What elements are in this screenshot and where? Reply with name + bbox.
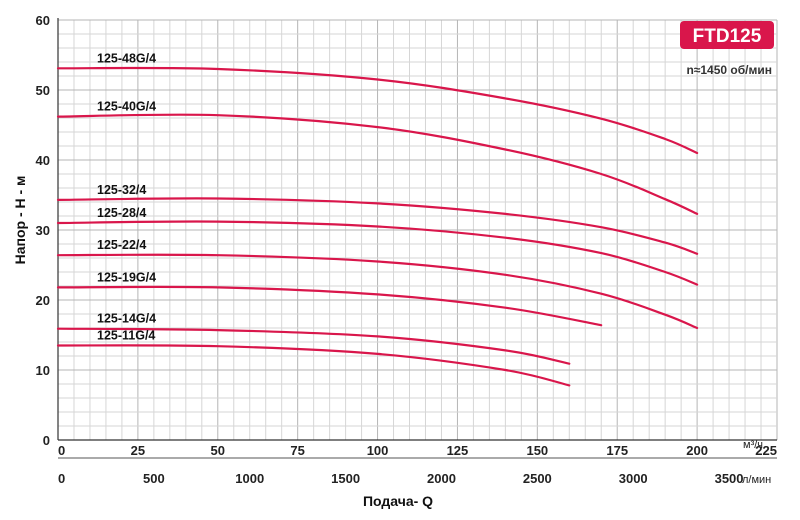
x-tick-label-primary: 0 [58, 443, 65, 458]
x-tick-label-primary: 50 [211, 443, 225, 458]
series-125-28/4: 125-28/4 [56, 206, 699, 286]
series-125-11G/4: 125-11G/4 [56, 329, 571, 387]
x-tick-label-primary: 75 [290, 443, 304, 458]
x-tick-label-primary: 125 [447, 443, 469, 458]
y-axis-title: Напор - Н - м [12, 176, 28, 265]
series-125-22/4: 125-22/4 [56, 238, 699, 330]
x-tick-label-secondary: 500 [143, 471, 165, 486]
curve-label: 125-32/4 [97, 183, 146, 197]
curve-label: 125-11G/4 [97, 329, 155, 343]
series-125-32/4: 125-32/4 [56, 183, 699, 255]
x-tick-label-primary: 200 [686, 443, 708, 458]
curve-label: 125-28/4 [97, 206, 146, 220]
curve-line [56, 344, 571, 387]
x-tick-label-secondary: 0 [58, 471, 65, 486]
y-tick-label: 40 [36, 153, 50, 168]
curves-group: 125-48G/4 125-40G/4 125-32/4 125-28/4 125-22… [56, 51, 699, 387]
curve-line [56, 253, 699, 330]
x-tick-label-secondary: 3500 [715, 471, 744, 486]
x-tick-label-primary: 175 [606, 443, 628, 458]
curve-label: 125-48G/4 [97, 51, 156, 65]
x-tick-label-secondary: 2500 [523, 471, 552, 486]
curve-label: 125-22/4 [97, 238, 146, 252]
curve-line [56, 285, 603, 327]
y-tick-label: 20 [36, 293, 50, 308]
x-axis-unit-primary: м³/ч [743, 439, 763, 451]
x-axis-title: Подача- Q [363, 493, 433, 509]
curve-line [56, 220, 699, 286]
x-tick-label-primary: 25 [131, 443, 145, 458]
chart-axes [57, 18, 777, 459]
curve-line [56, 66, 699, 155]
curve-label: 125-14G/4 [97, 312, 156, 326]
curve-label: 125-40G/4 [97, 100, 156, 114]
x-tick-label-primary: 225 [755, 443, 777, 458]
series-125-14G/4: 125-14G/4 [56, 312, 571, 365]
model-badge: FTD125 [680, 21, 774, 49]
curve-line [56, 197, 699, 255]
y-tick-label: 10 [36, 363, 50, 378]
series-125-48G/4: 125-48G/4 [56, 51, 699, 155]
y-tick-label: 60 [36, 13, 50, 28]
x-tick-label-secondary: 2000 [427, 471, 456, 486]
y-tick-label: 0 [43, 433, 50, 448]
y-tick-label: 30 [36, 223, 50, 238]
x-tick-label-secondary: 1500 [331, 471, 360, 486]
x-tick-label-secondary: 1000 [235, 471, 264, 486]
x-tick-label-primary: 150 [526, 443, 548, 458]
curve-line [56, 327, 571, 365]
curve-label: 125-19G/4 [97, 270, 156, 284]
speed-label: n≈1450 об/мин [686, 63, 772, 77]
model-badge-background [680, 21, 774, 49]
curve-line [56, 113, 699, 215]
y-tick-label: 50 [36, 83, 50, 98]
x-tick-label-primary: 100 [367, 443, 389, 458]
series-125-19G/4: 125-19G/4 [56, 270, 603, 327]
model-badge-label: FTD125 [693, 26, 762, 47]
tick-labels-group: 0 10 20 30 40 50 60 0 25 50 75 100 125 150 175 200 225 0 5… [36, 13, 777, 486]
series-125-40G/4: 125-40G/4 [56, 100, 699, 215]
x-axis-unit-secondary: л/мин [742, 474, 771, 486]
x-tick-label-secondary: 3000 [619, 471, 648, 486]
